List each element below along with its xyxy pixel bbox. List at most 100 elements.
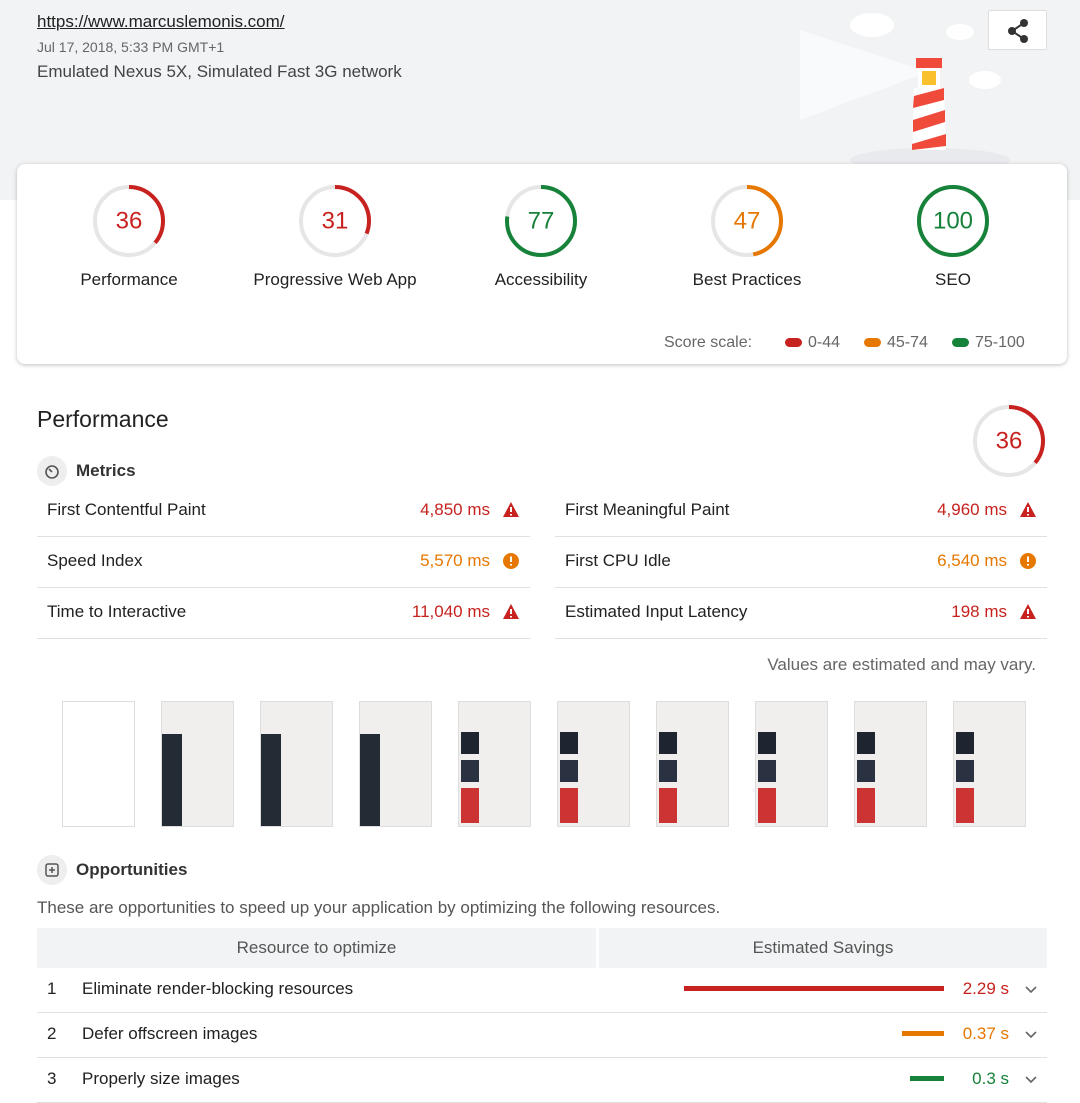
row-index: 2: [47, 1024, 57, 1043]
scores-card: [17, 164, 1067, 364]
share-icon: [1008, 19, 1028, 43]
frame-content: [360, 734, 380, 826]
share-button[interactable]: [988, 10, 1047, 50]
opportunity-name: Eliminate render-blocking resources: [82, 979, 354, 998]
chevron-path: [1025, 1031, 1037, 1039]
metric-row: Estimated Input Latency 198 ms: [555, 588, 1047, 639]
frame-content: [162, 734, 182, 826]
metric-name: Speed Index: [47, 551, 143, 570]
gauge-label: Accessibility: [494, 270, 588, 289]
gauge-label: Progressive Web App: [253, 270, 417, 289]
metric-name: Estimated Input Latency: [565, 602, 748, 621]
frame-content: [461, 760, 479, 782]
table-header-cell: Resource to optimize: [37, 928, 596, 968]
savings-label: 2.29 s: [962, 979, 1009, 998]
metrics-title: Metrics: [76, 461, 136, 480]
gauge: 77: [505, 185, 577, 257]
frame-content: [857, 732, 875, 754]
row-index: 3: [47, 1069, 57, 1088]
filmstrip-frame: [854, 701, 927, 827]
scale-swatch: [785, 338, 802, 347]
gauge-arc: [917, 185, 989, 257]
metric-row: Speed Index 5,570 ms: [37, 537, 530, 588]
opportunity-name: Defer offscreen images: [82, 1024, 258, 1043]
metric-value: 4,850 ms: [420, 500, 490, 519]
metrics-note: Values are estimated and may vary.: [767, 655, 1036, 674]
filmstrip-frame: [557, 701, 630, 827]
gauge-score: 100: [933, 208, 973, 235]
filmstrip-frame: [755, 701, 828, 827]
metric-icon: [503, 502, 519, 517]
gauge-arc: [973, 405, 1045, 477]
expand-chevron[interactable]: [1023, 1027, 1039, 1043]
opportunity-row: 2 Defer offscreen images 0.37 s: [37, 1013, 1047, 1058]
metric-row: First CPU Idle 6,540 ms: [555, 537, 1047, 588]
frame-content: [659, 788, 677, 823]
filmstrip-frame: [260, 701, 333, 827]
frame-content: [461, 732, 479, 754]
frame-content: [857, 788, 875, 823]
filmstrip-frame: [359, 701, 432, 827]
savings-bar: [684, 986, 944, 991]
section-title: Performance: [37, 406, 169, 432]
url-link[interactable]: https://www.marcuslemonis.com/: [37, 12, 285, 31]
expand-chevron[interactable]: [1023, 982, 1039, 998]
scale-range: 45-74: [887, 334, 928, 351]
gauge-label: SEO: [935, 270, 971, 289]
filmstrip-frame: [458, 701, 531, 827]
opportunities-icon: [37, 855, 67, 885]
opportunities-description: These are opportunities to speed up your…: [37, 898, 721, 917]
metric-icon: [1020, 502, 1036, 517]
frame-content: [560, 760, 578, 782]
metric-name: First Meaningful Paint: [565, 500, 730, 519]
gauge: 31: [299, 185, 371, 257]
column-header: Estimated Savings: [752, 938, 894, 957]
frame-content: [659, 732, 677, 754]
lighthouse-illustration: [800, 13, 1010, 165]
gauge-arc: [299, 185, 371, 257]
metric-icon: [1020, 604, 1036, 619]
scale-swatch: [952, 338, 969, 347]
savings-label: 0.37 s: [962, 1024, 1009, 1043]
frame-content: [758, 788, 776, 823]
metric-name: First CPU Idle: [565, 551, 671, 570]
opportunity-row: 3 Properly size images 0.3 s: [37, 1058, 1047, 1103]
gauge-score: 77: [528, 208, 555, 235]
metric-value: 198 ms: [951, 602, 1007, 621]
metric-value: 5,570 ms: [420, 551, 490, 570]
metric-name: Time to Interactive: [47, 602, 187, 621]
metric-name: First Contentful Paint: [47, 500, 206, 519]
metrics-icon: [37, 456, 67, 486]
metric-row: First Contentful Paint 4,850 ms: [37, 486, 530, 537]
scale-swatch: [864, 338, 881, 347]
gauge-arc: [505, 185, 577, 257]
frame-content: [261, 734, 281, 826]
gauge-arc: [93, 185, 165, 257]
table-header-cell: Estimated Savings: [599, 928, 1047, 968]
gauge: 47: [711, 185, 783, 257]
metric-icon: [503, 553, 519, 569]
metric-row: Time to Interactive 11,040 ms: [37, 588, 530, 639]
column-header: Resource to optimize: [236, 938, 397, 957]
gauge-score: 36: [116, 208, 143, 235]
filmstrip-frame: [953, 701, 1026, 827]
gauge-score: 36: [996, 428, 1023, 455]
opportunity-row: 1 Eliminate render-blocking resources 2.29…: [37, 968, 1047, 1013]
metric-icon: [503, 604, 519, 619]
metric-row: First Meaningful Paint 4,960 ms: [555, 486, 1047, 537]
expand-chevron[interactable]: [1023, 1072, 1039, 1088]
row-index: 1: [47, 979, 57, 998]
gauge-score: 47: [734, 208, 761, 235]
device-info: Emulated Nexus 5X, Simulated Fast 3G net…: [37, 62, 402, 81]
chevron-path: [1025, 986, 1037, 994]
savings-label: 0.3 s: [972, 1069, 1009, 1088]
gauge: 36: [973, 405, 1045, 477]
score-scale-label: Score scale:: [664, 334, 753, 351]
gauge: 36: [93, 185, 165, 257]
savings-bar: [902, 1031, 944, 1036]
frame-content: [956, 788, 974, 823]
frame-content: [461, 788, 479, 823]
gauge: 100: [917, 185, 989, 257]
filmstrip-frame: [656, 701, 729, 827]
